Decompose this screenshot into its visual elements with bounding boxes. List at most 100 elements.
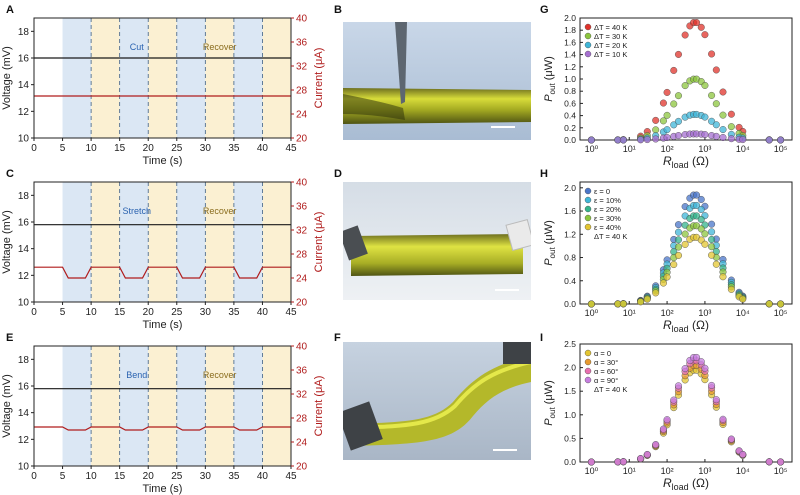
y-axis-label: Voltage (mV) (1, 374, 13, 438)
x-tick-label: 15 (114, 471, 126, 482)
y-tick-label: 2.0 (564, 13, 576, 23)
data-point (697, 23, 705, 31)
photo-d-image (343, 182, 531, 300)
y2-axis-label: Current (μA) (313, 376, 325, 437)
y-tick-label: 0.4 (564, 276, 576, 286)
x-axis-label: Time (s) (143, 483, 183, 495)
x-tick-label: 0 (31, 143, 37, 154)
x-tick-label: 25 (171, 471, 183, 482)
x-tick-label: 10¹ (623, 308, 636, 318)
legend-marker (584, 205, 592, 213)
data-point (674, 221, 682, 229)
y-tick-label: 12 (18, 107, 30, 118)
data-point (708, 91, 716, 99)
y-tick-label: 1.0 (564, 410, 576, 420)
data-point (681, 230, 689, 238)
data-point (727, 110, 735, 118)
y-tick-label: 18 (18, 191, 30, 202)
data-point (674, 382, 682, 390)
data-point (701, 31, 709, 39)
band-yellow (262, 346, 291, 466)
y2-tick-label: 28 (296, 86, 308, 97)
legend-label: α = 0 (594, 349, 611, 358)
data-point (693, 353, 701, 361)
y-axis-label: Voltage (mV) (1, 46, 13, 110)
y-tick-label: 12 (18, 271, 30, 282)
y2-tick-label: 20 (296, 134, 308, 145)
data-point (697, 358, 705, 366)
data-point (739, 295, 747, 303)
legend-label: ΔT = 30 K (594, 32, 627, 41)
y2-axis-label: Current (μA) (313, 212, 325, 273)
data-point (765, 458, 773, 466)
band-yellow (148, 182, 177, 302)
x-axis-label: Time (s) (143, 319, 183, 331)
chart-e-bend-recover: 0 5 10 15 20 25 30 35 40 45 10 12 14 16 18 20 24 28 32 36 40… (1, 342, 325, 495)
data-point (681, 82, 689, 90)
legend-label: α = 30° (594, 358, 618, 367)
data-point (708, 220, 716, 228)
y2-tick-label: 40 (296, 342, 308, 353)
data-point (674, 251, 682, 259)
data-point (693, 19, 701, 27)
data-point (701, 113, 709, 121)
y-tick-label: 1.0 (564, 74, 576, 84)
legend-marker (584, 367, 592, 375)
x-tick-label: 25 (171, 307, 183, 318)
y2-tick-label: 24 (296, 274, 308, 285)
chart-h-power-vs-load-strain: 10⁰ 10¹ 10² 10³ 10⁴ 10⁵ 0.0 0.4 0.8 1.2 1.6 2.0 Rloa… (543, 181, 793, 334)
legend-label: ΔT = 20 K (594, 41, 627, 50)
data-point (659, 279, 667, 287)
data-point (652, 441, 660, 449)
plot-frame (33, 181, 292, 303)
x-axis-label: Rload (Ω) (663, 318, 709, 334)
band-blue (119, 346, 149, 466)
data-point (619, 136, 627, 144)
data-point (701, 131, 709, 139)
legend-marker (584, 50, 592, 58)
y-tick-label: 12 (18, 435, 30, 446)
data-point (712, 100, 720, 108)
y-tick-label: 10 (18, 462, 30, 473)
data-point (701, 230, 709, 238)
band-blue (233, 182, 263, 302)
data-point (693, 191, 701, 199)
data-point (663, 126, 671, 134)
data-point (708, 251, 716, 259)
y2-tick-label: 28 (296, 250, 308, 261)
panel-letter-a: A (6, 4, 14, 16)
y-tick-label: 16 (18, 382, 30, 393)
plot-frame (33, 17, 292, 139)
data-point (637, 455, 645, 463)
x-tick-label: 20 (143, 471, 155, 482)
legend-label: ΔT = 40 K (594, 23, 627, 32)
panel-letter-h: H (540, 168, 548, 180)
data-point (719, 273, 727, 281)
band-yellow (205, 346, 234, 466)
x-tick-label: 10² (661, 144, 674, 154)
recover-label: Recover (203, 206, 237, 216)
data-point (708, 228, 716, 236)
x-tick-label: 10³ (698, 308, 711, 318)
data-point (619, 300, 627, 308)
y-tick-label: 0.8 (564, 253, 576, 263)
x-tick-label: 10¹ (623, 466, 636, 476)
x-tick-label: 5 (60, 471, 66, 482)
band-yellow (262, 182, 291, 302)
y-tick-label: 0.4 (564, 111, 576, 121)
legend-marker (584, 223, 592, 231)
data-point (674, 92, 682, 100)
band-blue (233, 346, 263, 466)
band-yellow (148, 18, 177, 138)
panel-letter-b: B (334, 4, 342, 16)
x-tick-label: 45 (285, 143, 297, 154)
legend-label: ε = 40% (594, 223, 621, 232)
x-tick-label: 40 (257, 471, 269, 482)
y-tick-label: 14 (18, 408, 30, 419)
band-blue (62, 346, 92, 466)
condition-label: Cut (130, 42, 145, 52)
data-point (674, 132, 682, 140)
data-point (697, 205, 705, 213)
y-tick-label: 1.6 (564, 37, 576, 47)
recover-label: Recover (203, 370, 237, 380)
